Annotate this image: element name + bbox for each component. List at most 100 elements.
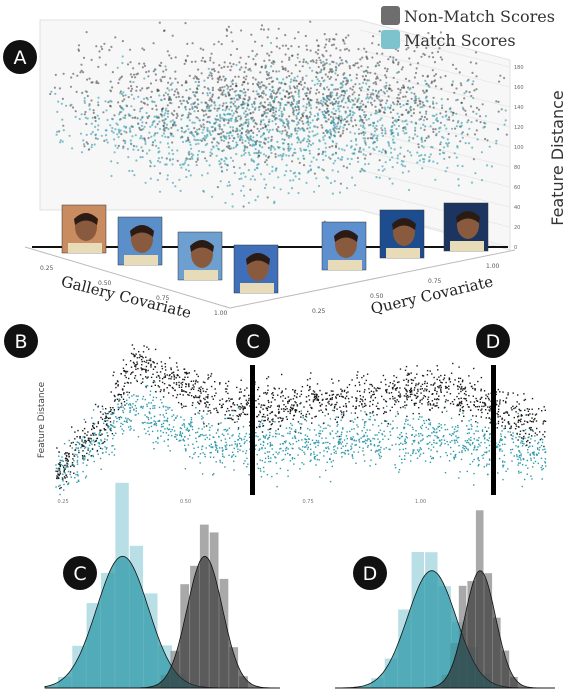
panel-b-point-non-match [428, 401, 430, 403]
panel-b-point-match [122, 430, 125, 432]
panel-b-point-match [423, 422, 426, 424]
panel-a-x-tick: 0.25 [40, 265, 54, 272]
panel-a-point-match [210, 148, 213, 151]
panel-a-point-non-match [317, 48, 320, 52]
panel-a-point-non-match [378, 30, 381, 33]
panel-b-point-match [262, 466, 265, 469]
panel-a-point-non-match [497, 100, 500, 103]
panel-a-point-match [350, 145, 353, 148]
panel-b-point-non-match [187, 376, 189, 378]
panel-b-point-non-match [428, 418, 430, 421]
panel-a-point-match [444, 170, 447, 173]
panel-a-point-non-match [225, 34, 228, 38]
panel-a-point-match [428, 160, 431, 163]
panel-a-point-match [185, 124, 188, 128]
panel-b-point-match [122, 410, 124, 412]
panel-b-point-match [57, 467, 59, 470]
panel-b-point-match [521, 445, 524, 447]
panel-a-point-non-match [397, 61, 400, 64]
panel-b-point-non-match [434, 382, 436, 384]
panel-a-point-match [424, 96, 427, 100]
panel-b-point-non-match [270, 401, 273, 403]
panel-b-point-match [323, 442, 325, 444]
panel-b-point-match [527, 449, 529, 451]
panel-a-point-match [384, 108, 387, 111]
panel-b-point-match [119, 416, 122, 418]
panel-a-point-match [297, 105, 300, 109]
panel-a-point-match [396, 154, 399, 157]
panel-b-point-match [520, 471, 522, 474]
panel-b-point-non-match [501, 418, 503, 420]
panel-a-point-match [292, 172, 295, 175]
panel-a-point-non-match [439, 112, 442, 115]
panel-a-point-match [439, 141, 442, 144]
panel-a-point-match [324, 154, 327, 157]
panel-a-point-match [219, 113, 222, 116]
panel-b-point-match [367, 444, 369, 447]
panel-b-point-match [527, 436, 529, 439]
panel-a-point-match [302, 105, 305, 108]
panel-a-point-match [297, 191, 300, 195]
panel-b-point-non-match [95, 434, 97, 436]
panel-a-point-match [221, 108, 224, 111]
panel-a-point-match [207, 109, 210, 112]
panel-b-point-match [119, 399, 121, 401]
panel-a-point-non-match [240, 131, 243, 134]
panel-b-point-non-match [75, 444, 77, 446]
panel-b-point-match [267, 443, 269, 445]
panel-a-point-non-match [339, 62, 342, 65]
panel-a-point-match [345, 116, 348, 119]
panel-a-point-non-match [333, 38, 336, 41]
panel-a-point-match [241, 123, 244, 127]
panel-b-point-match [533, 457, 535, 459]
panel-a-point-non-match [195, 160, 198, 163]
panel-b-point-match [127, 417, 129, 420]
panel-a-point-non-match [500, 108, 503, 111]
panel-a-point-match [195, 105, 198, 108]
panel-a-point-non-match [268, 54, 271, 57]
panel-a-point-non-match [354, 83, 357, 86]
panel-a-point-match [448, 108, 451, 111]
panel-a-point-non-match [329, 68, 332, 71]
panel-a-point-match [153, 139, 157, 142]
panel-a-point-match [212, 146, 215, 149]
panel-a-point-match [225, 101, 228, 104]
panel-a-point-non-match [330, 76, 333, 79]
panel-a-point-match [325, 112, 328, 115]
panel-a-point-non-match [82, 56, 86, 60]
panel-a-point-non-match [259, 123, 262, 126]
panel-b-point-match [316, 441, 318, 444]
panel-a-point-non-match [83, 113, 86, 116]
panel-a-point-match [159, 141, 162, 144]
panel-a-point-match [296, 100, 299, 103]
panel-b-point-match [120, 416, 123, 419]
panel-b-point-match [260, 470, 262, 472]
panel-b-point-match [398, 437, 401, 440]
panel-a-point-match [311, 130, 314, 133]
panel-a-point-match [306, 121, 310, 124]
panel-a-point-match [160, 156, 164, 159]
panel-a-point-match [166, 178, 169, 181]
panel-a-point-match [243, 148, 246, 151]
panel-a-point-match [348, 114, 351, 117]
panel-b-point-match [429, 441, 431, 444]
panel-b-point-non-match [531, 435, 533, 437]
panel-b-point-match [473, 458, 475, 461]
panel-b-point-non-match [543, 445, 545, 448]
panel-a-point-match [306, 116, 309, 120]
panel-a-point-match [402, 129, 405, 132]
panel-b-point-match [242, 426, 245, 428]
panel-a-point-match [332, 116, 335, 119]
panel-a-point-non-match [109, 80, 112, 83]
panel-b-point-non-match [136, 361, 138, 363]
panel-a-point-non-match [344, 36, 348, 39]
face-thumbnail [117, 216, 163, 266]
panel-a-point-match [258, 108, 261, 111]
panel-a-point-non-match [264, 142, 267, 145]
panel-b-point-non-match [280, 396, 282, 398]
panel-a-point-match [335, 62, 338, 65]
panel-b-point-non-match [301, 386, 304, 388]
panel-a-point-match [324, 142, 327, 145]
panel-b-point-non-match [394, 397, 396, 399]
panel-a-point-match [235, 82, 238, 85]
